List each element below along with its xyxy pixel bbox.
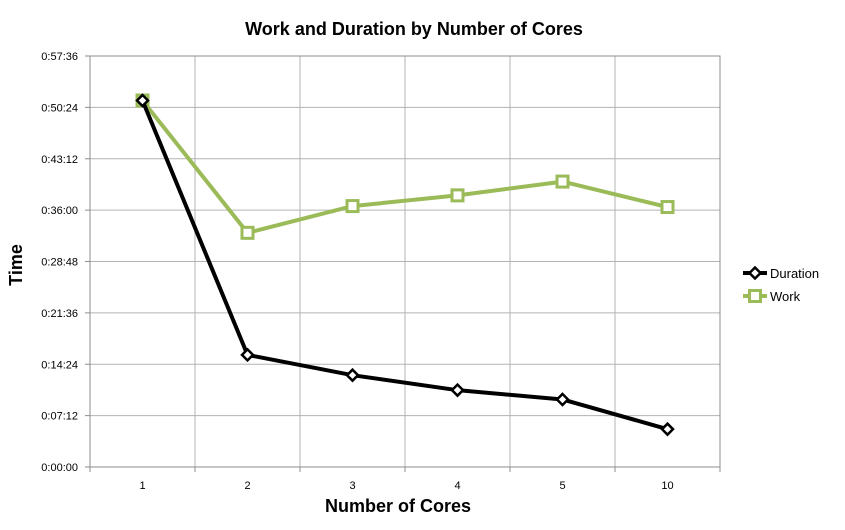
legend-label: Work: [770, 289, 801, 304]
y-tick-label: 0:50:24: [41, 102, 78, 114]
legend-label: Duration: [770, 266, 819, 281]
gridlines: [90, 56, 720, 467]
legend: Duration Work: [743, 265, 819, 304]
data-point-work: [240, 225, 255, 240]
legend-item-duration: Duration: [743, 265, 819, 281]
x-axis-ticks: 1 2 3 4 5 10: [89, 467, 721, 492]
y-tick-label: 0:00:00: [41, 462, 78, 474]
x-tick-label: 4: [454, 480, 460, 492]
data-point-work: [555, 174, 570, 189]
data-point-duration: [660, 421, 675, 437]
y-axis-title: Time: [6, 244, 26, 286]
y-tick-label: 0:57:36: [41, 51, 78, 63]
legend-swatch-marker: [748, 289, 762, 303]
y-tick-label: 0:36:00: [41, 205, 78, 217]
y-axis-ticks: 0:00:00 0:07:12 0:14:24 0:21:36 0:28:48 0:36:…: [41, 51, 90, 474]
x-tick-label: 5: [559, 480, 565, 492]
data-point-duration: [450, 382, 465, 398]
data-point-duration: [135, 93, 150, 108]
x-tick-label: 10: [661, 480, 673, 492]
data-point-work: [660, 200, 675, 215]
data-point-work: [345, 199, 360, 214]
data-point-work: [450, 188, 465, 203]
y-tick-label: 0:28:48: [41, 257, 78, 269]
data-point-duration: [345, 367, 360, 383]
legend-item-work: Work: [743, 289, 801, 304]
series-layer: [135, 93, 675, 437]
x-axis-title: Number of Cores: [325, 496, 471, 516]
y-tick-label: 0:14:24: [41, 359, 78, 371]
x-tick-label: 2: [244, 480, 250, 492]
data-point-duration: [555, 392, 570, 407]
chart-title: Work and Duration by Number of Cores: [245, 19, 583, 39]
series-line-duration: [140, 99, 669, 432]
series-duration: [135, 93, 675, 437]
y-tick-label: 0:07:12: [41, 411, 78, 423]
x-tick-label: 3: [349, 480, 355, 492]
x-tick-label: 1: [139, 480, 145, 492]
legend-swatch-marker: [747, 265, 763, 281]
y-tick-label: 0:21:36: [41, 308, 78, 320]
y-tick-label: 0:43:12: [41, 154, 78, 166]
data-point-duration: [240, 347, 255, 363]
series-line-work: [140, 99, 668, 235]
series-work: [135, 93, 675, 240]
